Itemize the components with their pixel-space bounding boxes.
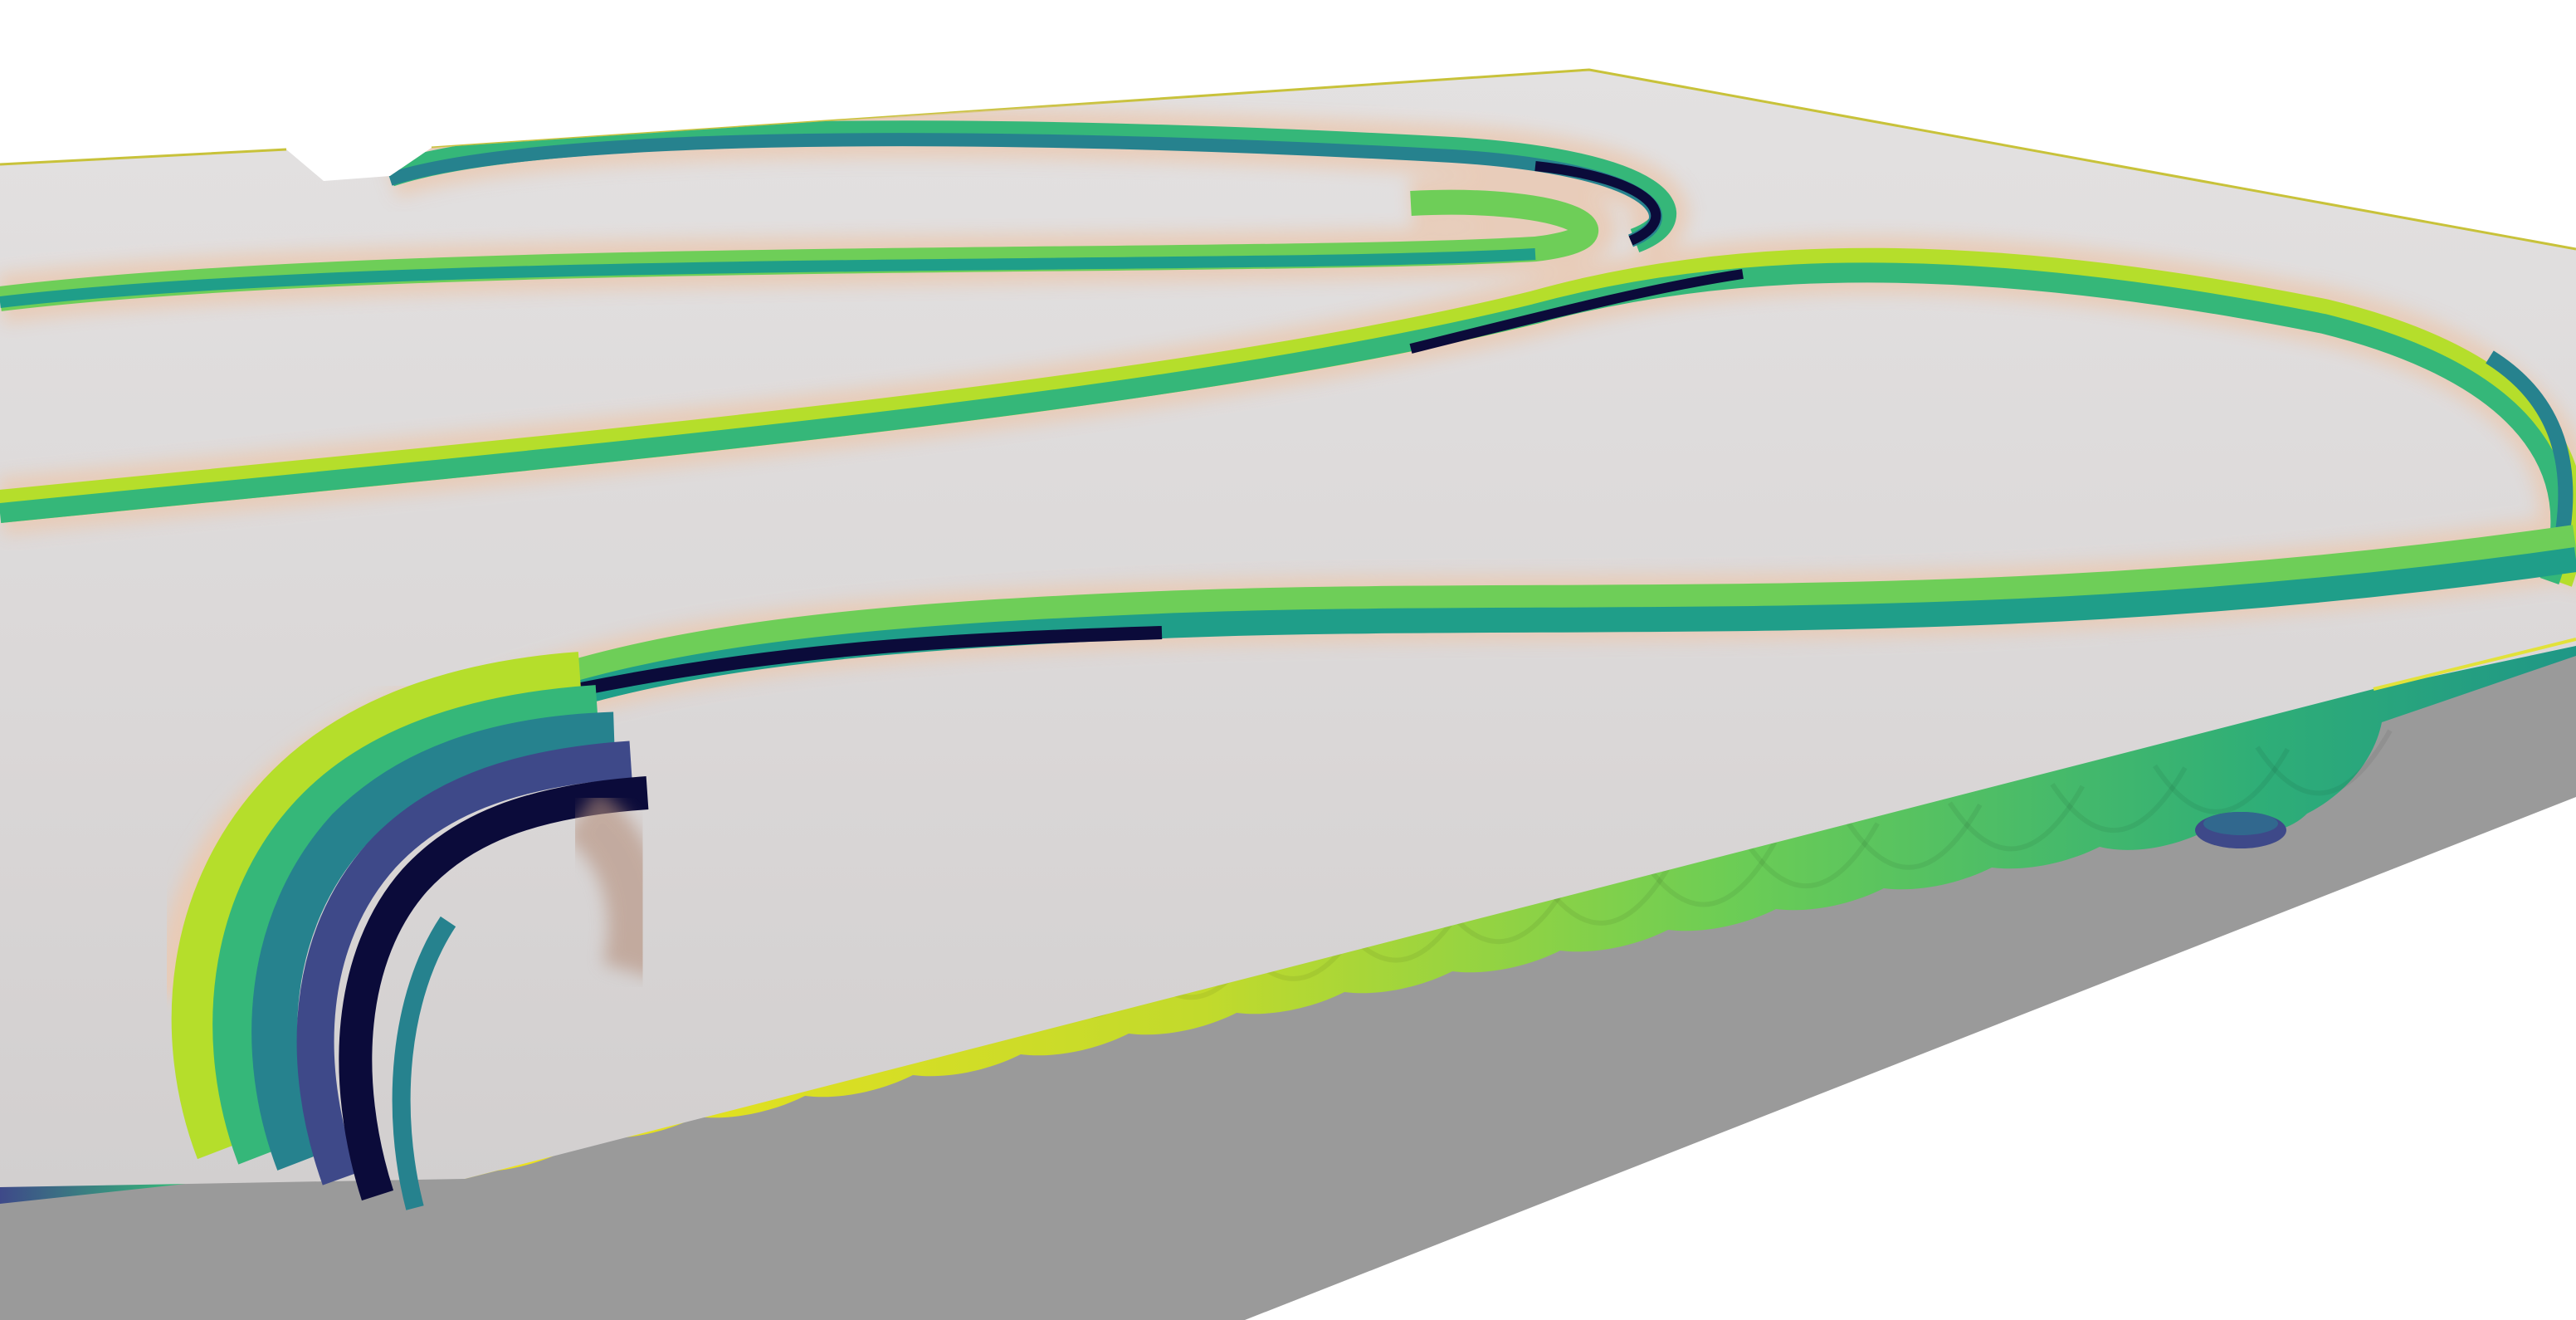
wall-scallop <box>2050 766 2188 834</box>
plate-right-edge <box>2373 638 2576 691</box>
wall-scallop <box>1742 822 1880 889</box>
wall-scallop <box>1640 840 1778 907</box>
wall-scallop <box>1537 858 1675 926</box>
wall-scallop <box>2152 747 2291 814</box>
wall-scallop <box>2255 729 2393 796</box>
wall-scallop <box>1947 785 2086 852</box>
wall-end-bump <box>2195 812 2286 848</box>
wall-scallop <box>1845 803 1983 870</box>
channel-front-curve <box>158 652 666 1210</box>
